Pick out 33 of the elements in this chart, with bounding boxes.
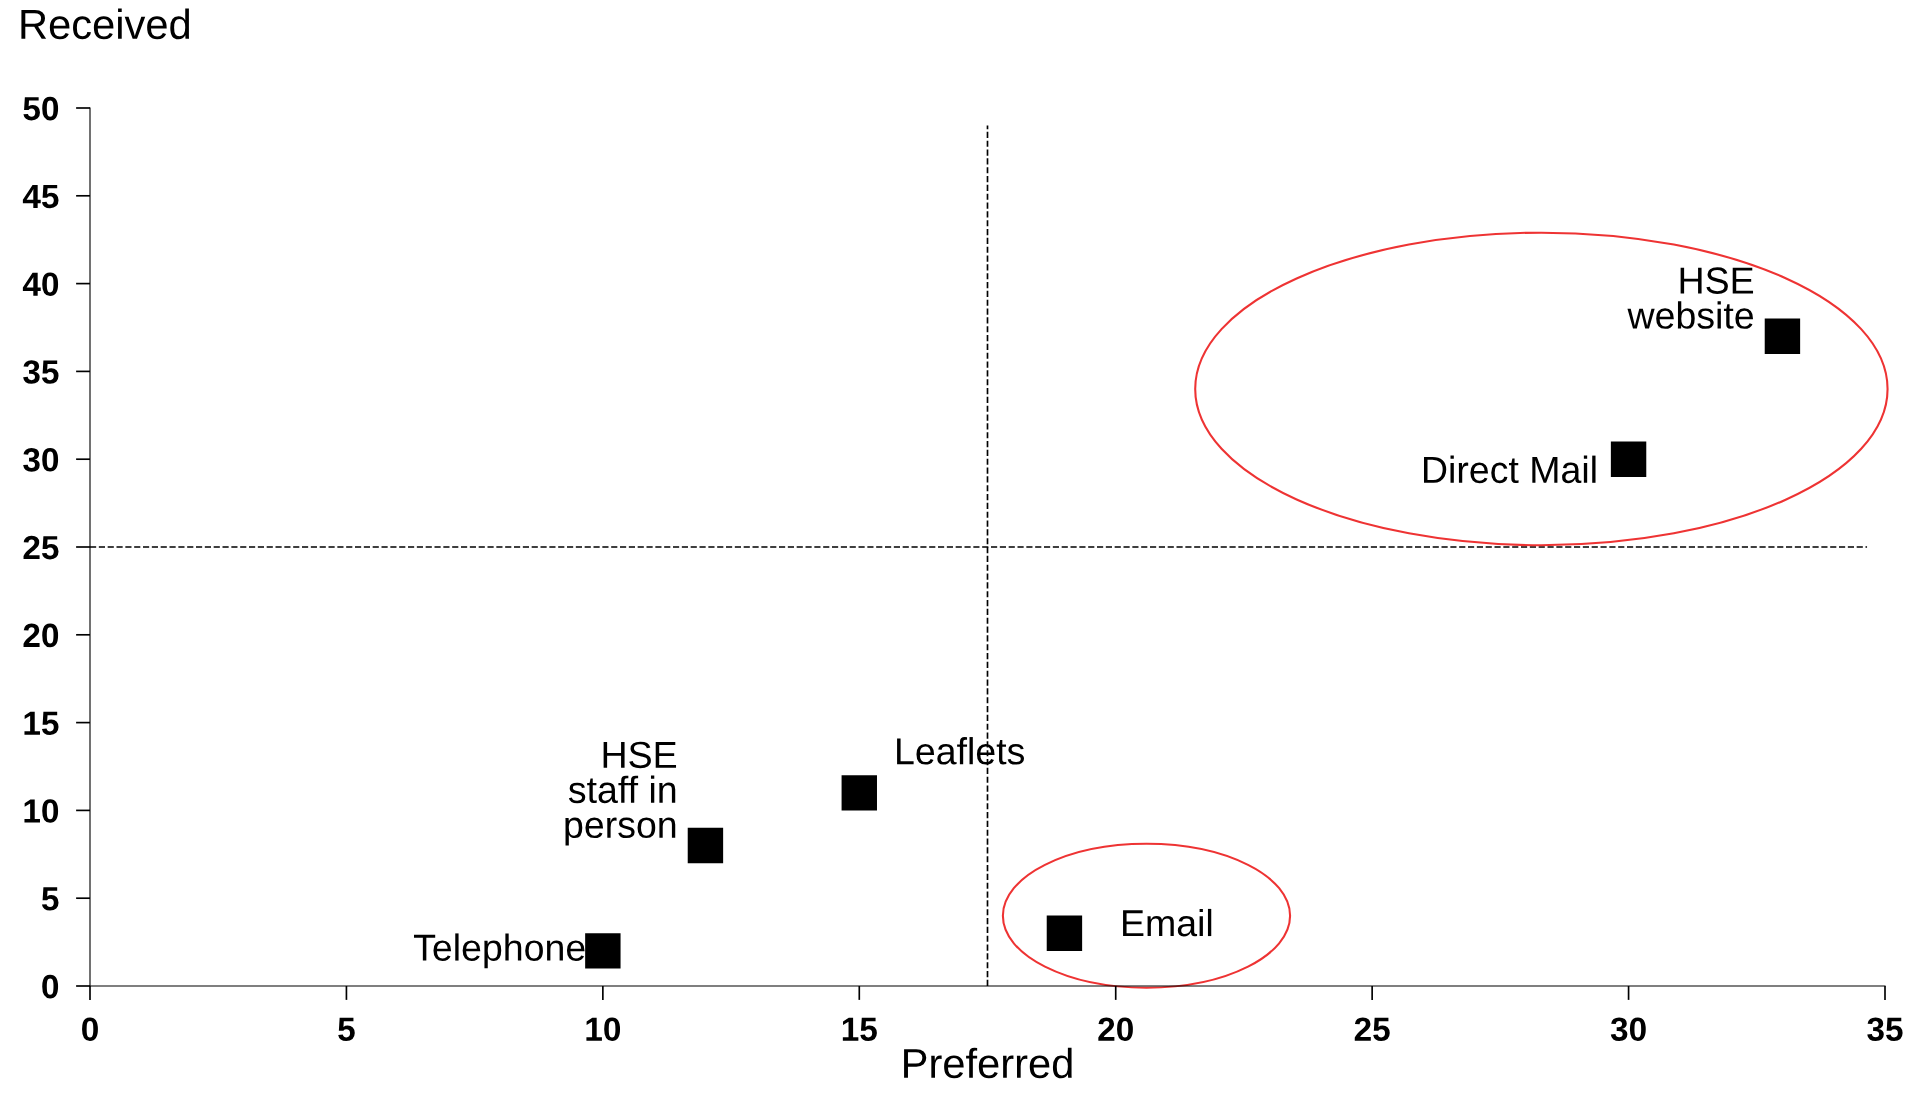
data-label: Direct Mail	[1424, 455, 1596, 484]
y-tick-label: 35	[23, 360, 59, 384]
x-tick-label: 35	[1867, 1017, 1903, 1042]
y-axis-title: Received	[21, 8, 190, 40]
point	[841, 775, 877, 811]
point	[1610, 441, 1647, 477]
point	[687, 827, 724, 864]
x-tick-label: 25	[1354, 1017, 1390, 1042]
point	[1046, 915, 1083, 952]
y-tick-label: 10	[24, 799, 59, 823]
data-label: HSE website	[1627, 267, 1754, 329]
x-tick-label: 30	[1610, 1017, 1646, 1042]
point	[585, 933, 621, 969]
data-label: HSE staff in person	[565, 741, 677, 846]
y-tick-label: 30	[23, 448, 59, 472]
y-tick-label: 15	[24, 711, 59, 736]
x-tick-label: 10	[586, 1017, 621, 1042]
data-label: Telephone	[414, 933, 585, 969]
y-tick-label: 45	[22, 184, 59, 209]
point	[1764, 318, 1801, 354]
y-tick-label: 40	[22, 272, 59, 297]
y-tick-label: 5	[41, 887, 59, 911]
y-tick-label: 25	[23, 535, 59, 560]
x-axis-title: Preferred	[904, 1047, 1072, 1079]
x-tick-label: 0	[82, 1017, 98, 1042]
y-tick-label: 0	[42, 974, 59, 999]
data-label: Email	[1123, 908, 1212, 937]
x-tick-label: 20	[1098, 1017, 1133, 1042]
y-tick-label: 50	[23, 96, 59, 121]
x-tick-label: 5	[338, 1017, 355, 1042]
x-tick-label: 15	[842, 1017, 877, 1042]
y-tick-label: 20	[23, 623, 59, 648]
data-label: Leaflets	[897, 737, 1024, 765]
